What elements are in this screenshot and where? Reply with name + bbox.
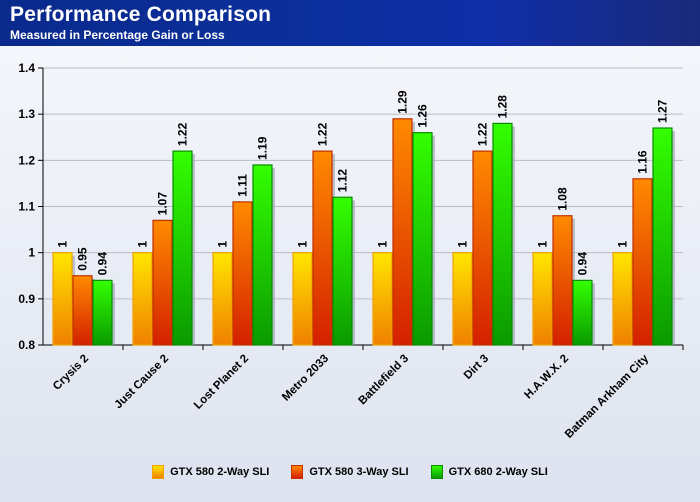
category-label: Crysis 2 <box>51 353 91 393</box>
data-label: 1 <box>616 241 630 248</box>
bar <box>572 279 593 346</box>
data-label: 1.19 <box>256 136 270 160</box>
bar <box>632 178 653 346</box>
data-label: 1.22 <box>316 122 330 146</box>
chart-header: Performance Comparison Measured in Perce… <box>0 0 700 46</box>
bar <box>392 118 413 346</box>
bar <box>92 279 113 346</box>
y-tick-label: 0.8 <box>18 338 35 352</box>
legend-swatch <box>152 465 165 479</box>
category-label: Dirt 3 <box>462 353 491 382</box>
data-label: 1 <box>296 241 310 248</box>
data-label: 1 <box>536 241 550 248</box>
category-label: H.A.W.X. 2 <box>522 353 571 402</box>
y-tick-label: 1.1 <box>18 200 35 214</box>
data-label: 1.07 <box>156 192 170 216</box>
legend-label: GTX 680 2-Way SLI <box>448 466 548 478</box>
data-label: 1.26 <box>416 104 430 128</box>
y-tick-label: 1.2 <box>18 153 35 167</box>
bar <box>212 252 233 346</box>
bar <box>612 252 633 346</box>
category-label: Battlefield 3 <box>357 353 412 408</box>
bar <box>232 201 253 346</box>
data-label: 1 <box>216 241 230 248</box>
data-label: 1 <box>456 241 470 248</box>
y-tick-label: 0.9 <box>18 292 35 306</box>
bar <box>492 122 513 346</box>
category-label: Just Cause 2 <box>112 353 171 412</box>
bar <box>172 150 193 346</box>
bar <box>452 252 473 346</box>
bar <box>372 252 393 346</box>
bar <box>152 219 173 346</box>
data-label: 0.95 <box>76 247 90 271</box>
legend-swatch <box>430 465 443 479</box>
bar <box>652 127 673 346</box>
data-label: 1.08 <box>556 187 570 211</box>
chart-title: Performance Comparison <box>10 3 272 26</box>
data-label: 1.29 <box>396 90 410 114</box>
y-tick-label: 1 <box>28 246 35 260</box>
data-label: 1.28 <box>496 95 510 119</box>
bar <box>332 196 353 346</box>
y-tick-label: 1.3 <box>18 107 35 121</box>
bar <box>312 150 333 346</box>
legend-label: GTX 580 3-Way SLI <box>309 466 409 478</box>
bar <box>132 252 153 346</box>
bar <box>532 252 553 346</box>
bar <box>472 150 493 346</box>
bar <box>252 164 273 346</box>
data-label: 1.12 <box>336 169 350 193</box>
data-label: 1.22 <box>476 122 490 146</box>
category-label: Lost Planet 2 <box>192 353 251 412</box>
legend-item: GTX 680 2-Way SLI <box>430 465 548 479</box>
data-label: 1.22 <box>176 122 190 146</box>
data-label: 0.94 <box>96 252 110 276</box>
bar <box>292 252 313 346</box>
data-label: 1 <box>376 241 390 248</box>
bar <box>72 275 93 346</box>
data-label: 1.27 <box>656 99 670 123</box>
legend-item: GTX 580 2-Way SLI <box>152 465 269 479</box>
bar <box>552 215 573 346</box>
data-label: 1 <box>56 241 70 248</box>
category-label: Metro 2033 <box>280 353 331 404</box>
bar <box>52 252 73 346</box>
data-label: 0.94 <box>576 252 590 276</box>
legend-item: GTX 580 3-Way SLI <box>291 465 409 479</box>
data-label: 1 <box>136 241 150 248</box>
data-label: 1.16 <box>636 150 650 174</box>
legend-swatch <box>291 465 304 479</box>
y-tick-label: 1.4 <box>18 61 35 75</box>
legend-label: GTX 580 2-Way SLI <box>170 466 270 478</box>
bar <box>412 132 433 346</box>
chart-legend: GTX 580 2-Way SLI GTX 580 3-Way SLI GTX … <box>0 462 700 482</box>
category-label: Batman Arkham City <box>563 352 652 441</box>
data-label: 1.11 <box>236 174 250 197</box>
chart-subtitle: Measured in Percentage Gain or Loss <box>10 28 225 42</box>
